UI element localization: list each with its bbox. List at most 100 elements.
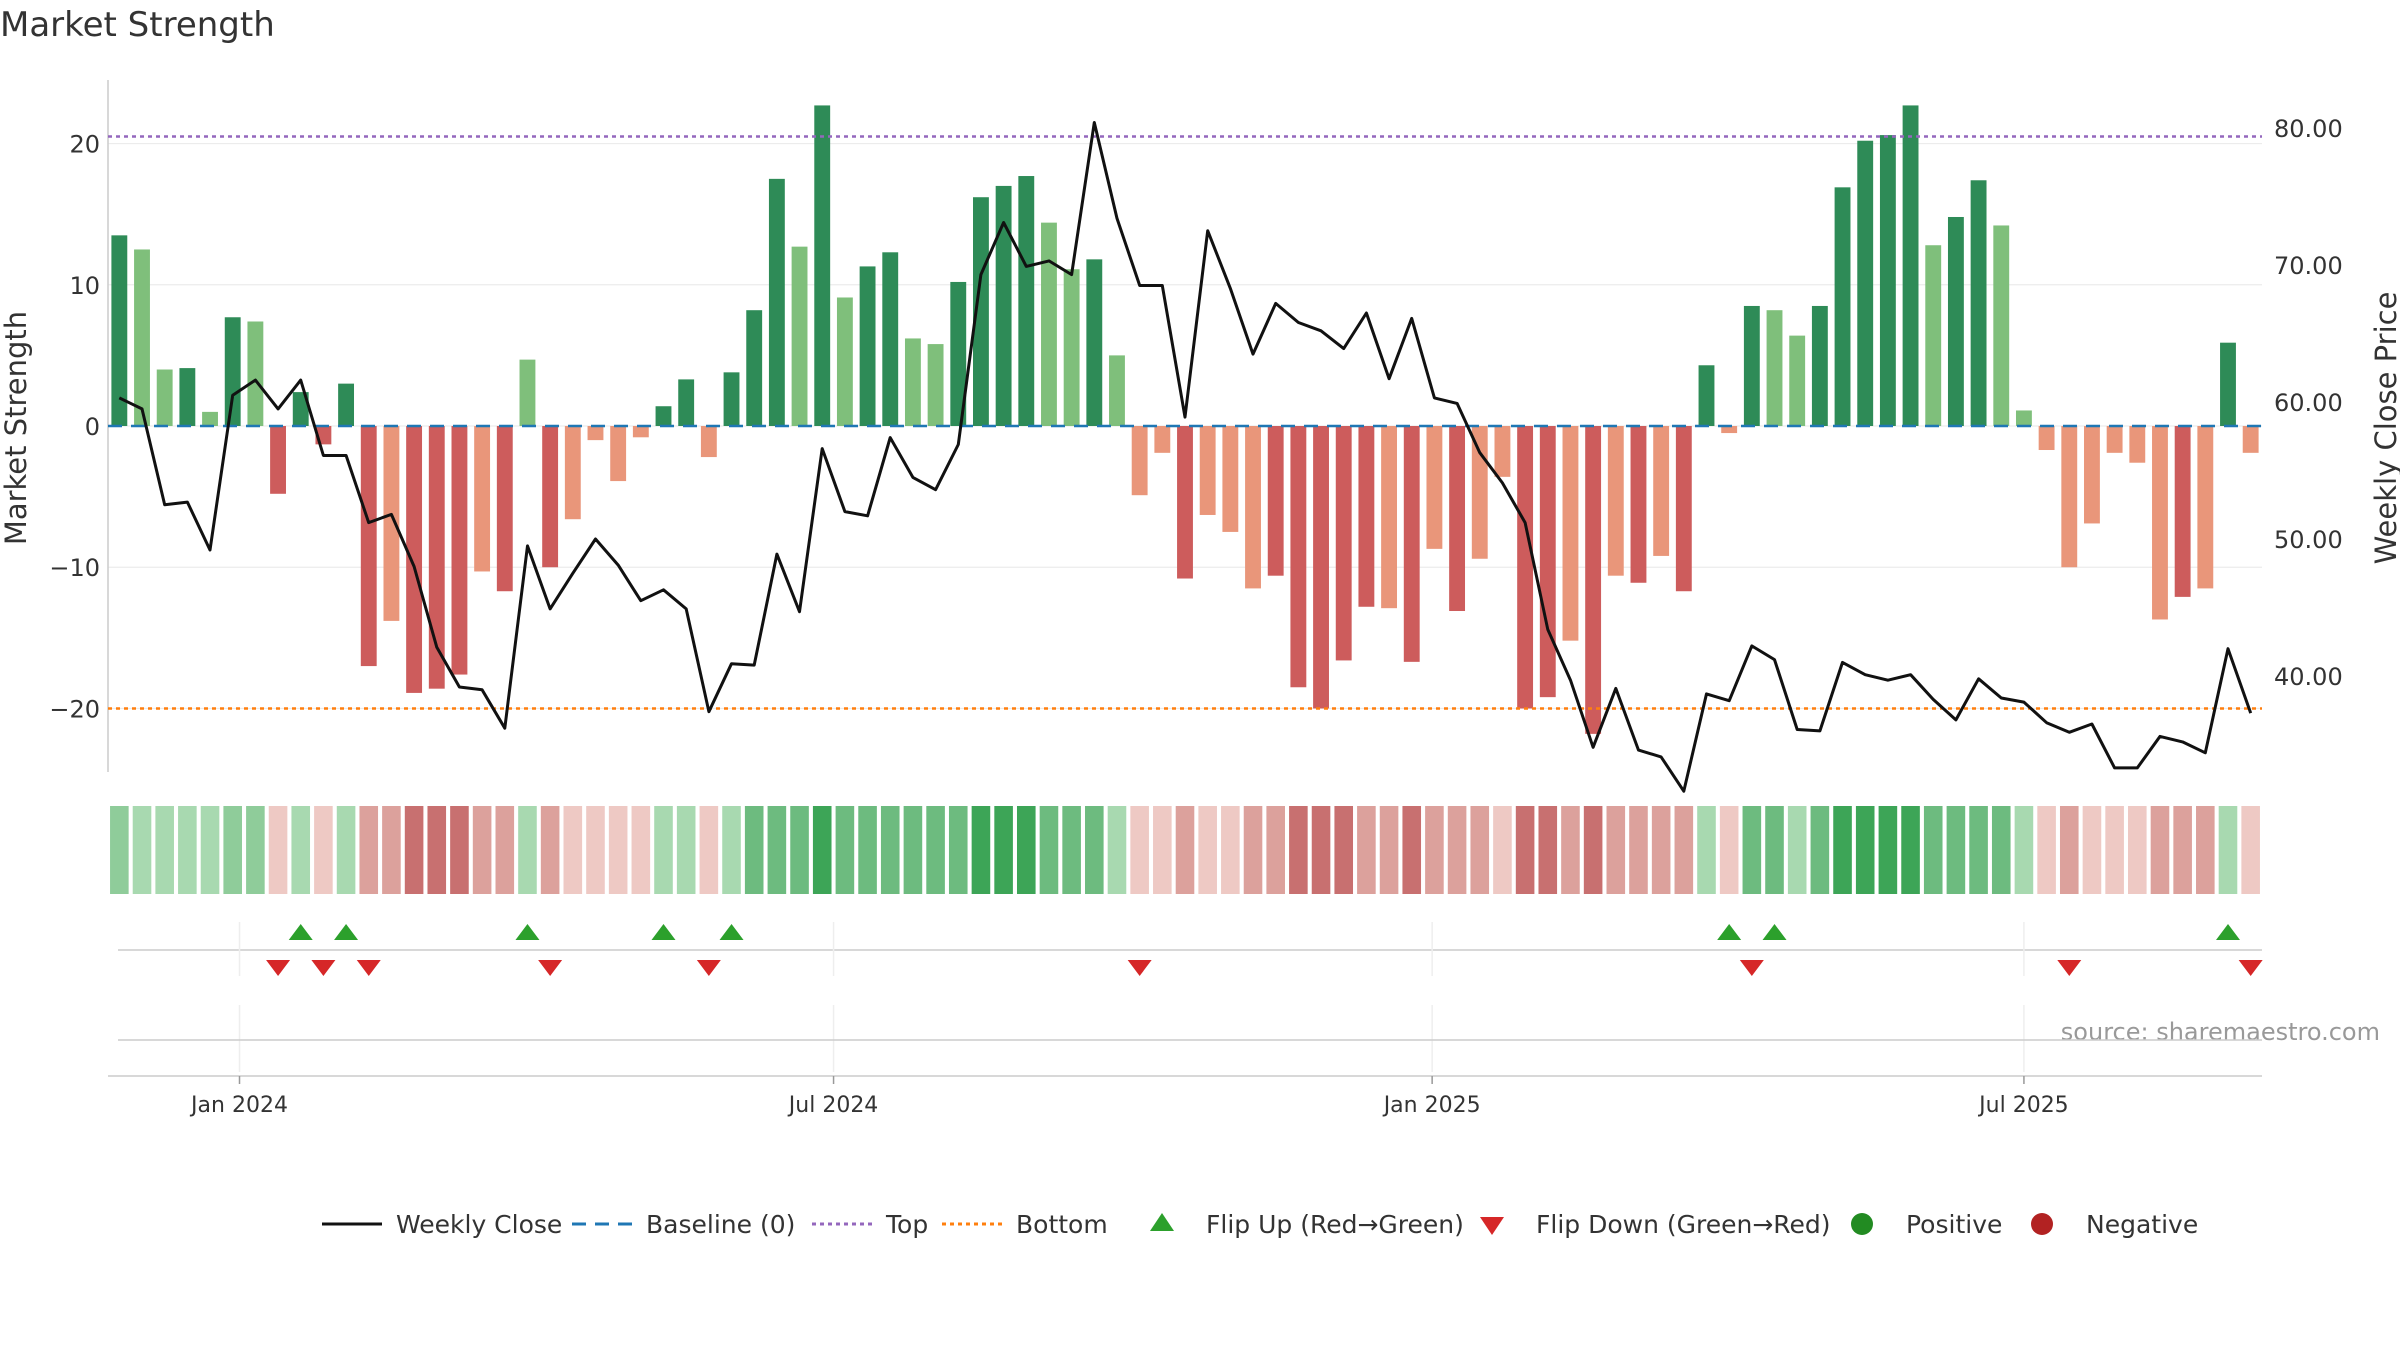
strength-bar [1607, 426, 1624, 576]
heat-cell [450, 806, 469, 894]
legend-swatch-flip-up [1150, 1213, 1174, 1231]
heat-cell [1855, 806, 1875, 894]
strength-bar [1947, 216, 1964, 426]
flip-up-marker [334, 924, 359, 940]
strength-bar [814, 105, 831, 426]
heat-cell [1379, 806, 1399, 894]
heat-cell [2196, 806, 2215, 894]
strength-bar [1585, 426, 1602, 734]
strength-bar [1879, 135, 1896, 426]
legend: Weekly Close Baseline (0) Top Bottom Flip Up… [322, 1210, 2198, 1239]
heat-cell [1493, 806, 1512, 894]
legend-item: Flip Up (Red→Green) [1150, 1210, 1464, 1239]
strength-bar [202, 411, 218, 426]
heat-cell [2218, 806, 2238, 894]
heat-cell [314, 806, 333, 894]
y-axis-label-left: Market Strength [0, 311, 33, 545]
strength-bar [1154, 426, 1171, 453]
heat-cell [1039, 806, 1059, 894]
chart-title: Market Strength [0, 5, 275, 45]
strength-bar [1857, 140, 1874, 426]
heat-cell [246, 806, 265, 894]
heat-cell [268, 806, 288, 894]
strength-bar [1494, 426, 1511, 477]
strength-bar [1381, 426, 1397, 609]
flip-down-marker [1739, 960, 1764, 976]
strength-bar [1199, 426, 1216, 515]
legend-label: Positive [1906, 1210, 2002, 1239]
strength-bar [632, 426, 649, 438]
heat-cell [1765, 806, 1784, 894]
strength-bar [2174, 426, 2191, 597]
strength-bar [542, 426, 559, 568]
heat-cell [1583, 806, 1603, 894]
strength-bar [1811, 305, 1828, 426]
strength-bar [564, 426, 581, 520]
flip-down-marker [311, 960, 336, 976]
heat-cell [1674, 806, 1694, 894]
heat-cell [744, 806, 764, 894]
flip-down-marker [1127, 960, 1152, 976]
strength-bar [723, 372, 740, 426]
flip-down-marker [696, 960, 721, 976]
strength-bar [247, 321, 264, 426]
strength-bar [655, 406, 672, 426]
legend-label: Flip Down (Green→Red) [1536, 1210, 1831, 1239]
strength-bar [1426, 426, 1443, 549]
heat-cell [155, 806, 174, 894]
strength-bar [179, 368, 196, 426]
strength-bar [2061, 426, 2078, 568]
heat-cell [1153, 806, 1172, 894]
left-tick-label: −20 [49, 695, 100, 723]
heat-cell [1062, 806, 1081, 894]
heat-cell [699, 806, 719, 894]
heat-cell [1311, 806, 1331, 894]
heat-cell [1357, 806, 1376, 894]
legend-swatch-flip-down [1480, 1217, 1504, 1235]
strength-bar [1743, 305, 1760, 426]
right-tick-label: 60.00 [2274, 389, 2343, 417]
heat-cell [1651, 806, 1671, 894]
heat-cell [1810, 806, 1830, 894]
strength-bar [1698, 365, 1715, 426]
heat-cell [1402, 806, 1422, 894]
heat-cell [1289, 806, 1308, 894]
left-axis: 20 10 0 −10 −20 [49, 80, 109, 772]
strength-bar [1018, 176, 1035, 426]
heat-cell [540, 806, 560, 894]
heat-cell [1833, 806, 1852, 894]
x-tick-label: Jan 2024 [189, 1093, 288, 1118]
left-tick-label: −10 [49, 554, 100, 582]
right-tick-label: 70.00 [2274, 252, 2343, 280]
flip-down-marker [538, 960, 563, 976]
strength-bar [1335, 426, 1352, 661]
heat-cell [1175, 806, 1195, 894]
heat-cell [1538, 806, 1558, 894]
heat-cell [404, 806, 424, 894]
legend-item: Top [812, 1210, 928, 1239]
heat-cell [1130, 806, 1149, 894]
heat-cell [608, 806, 628, 894]
strength-bar [406, 426, 423, 693]
strength-bar [451, 426, 468, 675]
strength-bar [2129, 426, 2146, 463]
strength-bar [1449, 426, 1466, 612]
strength-bar [2015, 410, 2032, 426]
strength-bar [1313, 426, 1329, 709]
heat-cell [1901, 806, 1920, 894]
heat-cell [1629, 806, 1648, 894]
right-tick-label: 80.00 [2274, 115, 2343, 143]
legend-item: Weekly Close [322, 1210, 562, 1239]
strength-bar [1630, 426, 1647, 583]
heat-cell [178, 806, 197, 894]
strength-bar [1902, 105, 1919, 426]
heat-cell [2241, 806, 2260, 894]
strength-bar [791, 246, 808, 426]
heat-cell [880, 806, 900, 894]
strength-bar [1109, 355, 1125, 426]
strength-bar [1041, 222, 1057, 426]
right-tick-label: 40.00 [2274, 663, 2343, 691]
strength-bar [360, 426, 377, 667]
strength-bar [1177, 426, 1193, 579]
